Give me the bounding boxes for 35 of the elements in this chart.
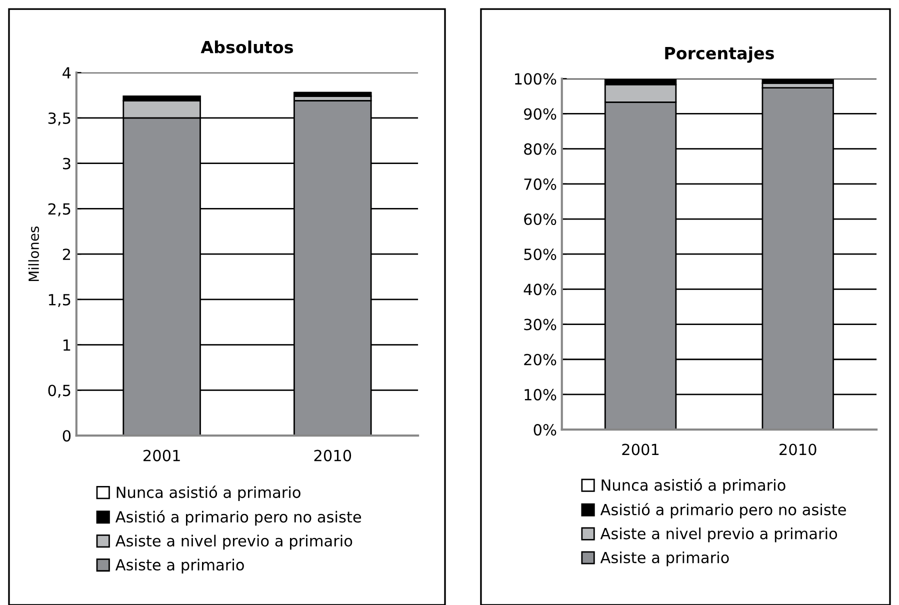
y-tick-label: 2,5 <box>48 203 70 216</box>
y-tick-label: 80% <box>524 143 556 155</box>
y-tick-label: 100% <box>515 73 556 85</box>
y-tick-label: 90% <box>524 108 556 120</box>
y-tick-label: 20% <box>524 354 556 366</box>
x-tick-label: 2001 <box>144 450 180 462</box>
y-tick-label: 30% <box>524 318 556 330</box>
y-tick-label: 0 <box>62 430 71 442</box>
y-tick-label: 10% <box>524 388 556 400</box>
legend-label: Nunca asistió a primario <box>602 478 786 494</box>
legend-label: Asiste a primario <box>600 551 729 566</box>
y-tick-label: 3,5 <box>48 112 70 126</box>
x-tick-label: 2010 <box>780 444 816 456</box>
y-axis-title: Millones <box>28 226 40 282</box>
legend-label: Nunca asistió a primario <box>116 486 300 502</box>
y-tick-label: 1 <box>64 340 70 351</box>
legend-label: Asiste a primario <box>115 558 244 574</box>
chart-title: Porcentajes <box>665 46 774 63</box>
legend-label: Asiste a nivel previo a primario <box>600 528 838 542</box>
y-tick-label: 2 <box>62 248 70 260</box>
y-tick-label: 60% <box>524 213 556 226</box>
y-tick-label: 0% <box>534 424 556 436</box>
y-tick-label: 1,5 <box>48 294 70 308</box>
legend-label: Asistió a primario pero no asiste <box>600 502 846 518</box>
legend-label: Asiste a nivel previo a primario <box>115 534 352 550</box>
y-tick-label: 40% <box>524 284 556 296</box>
y-tick-label: 4 <box>62 67 71 78</box>
legend-label: Asistió a primario pero no asiste <box>115 510 362 526</box>
y-tick-label: 3 <box>63 158 70 170</box>
y-tick-label: 70% <box>524 178 556 190</box>
chart-title: Absolutos <box>200 40 293 54</box>
y-tick-label: 0,5 <box>48 384 70 398</box>
x-tick-label: 2010 <box>314 450 352 462</box>
x-tick-label: 2001 <box>622 444 659 456</box>
y-tick-label: 50% <box>524 248 556 260</box>
